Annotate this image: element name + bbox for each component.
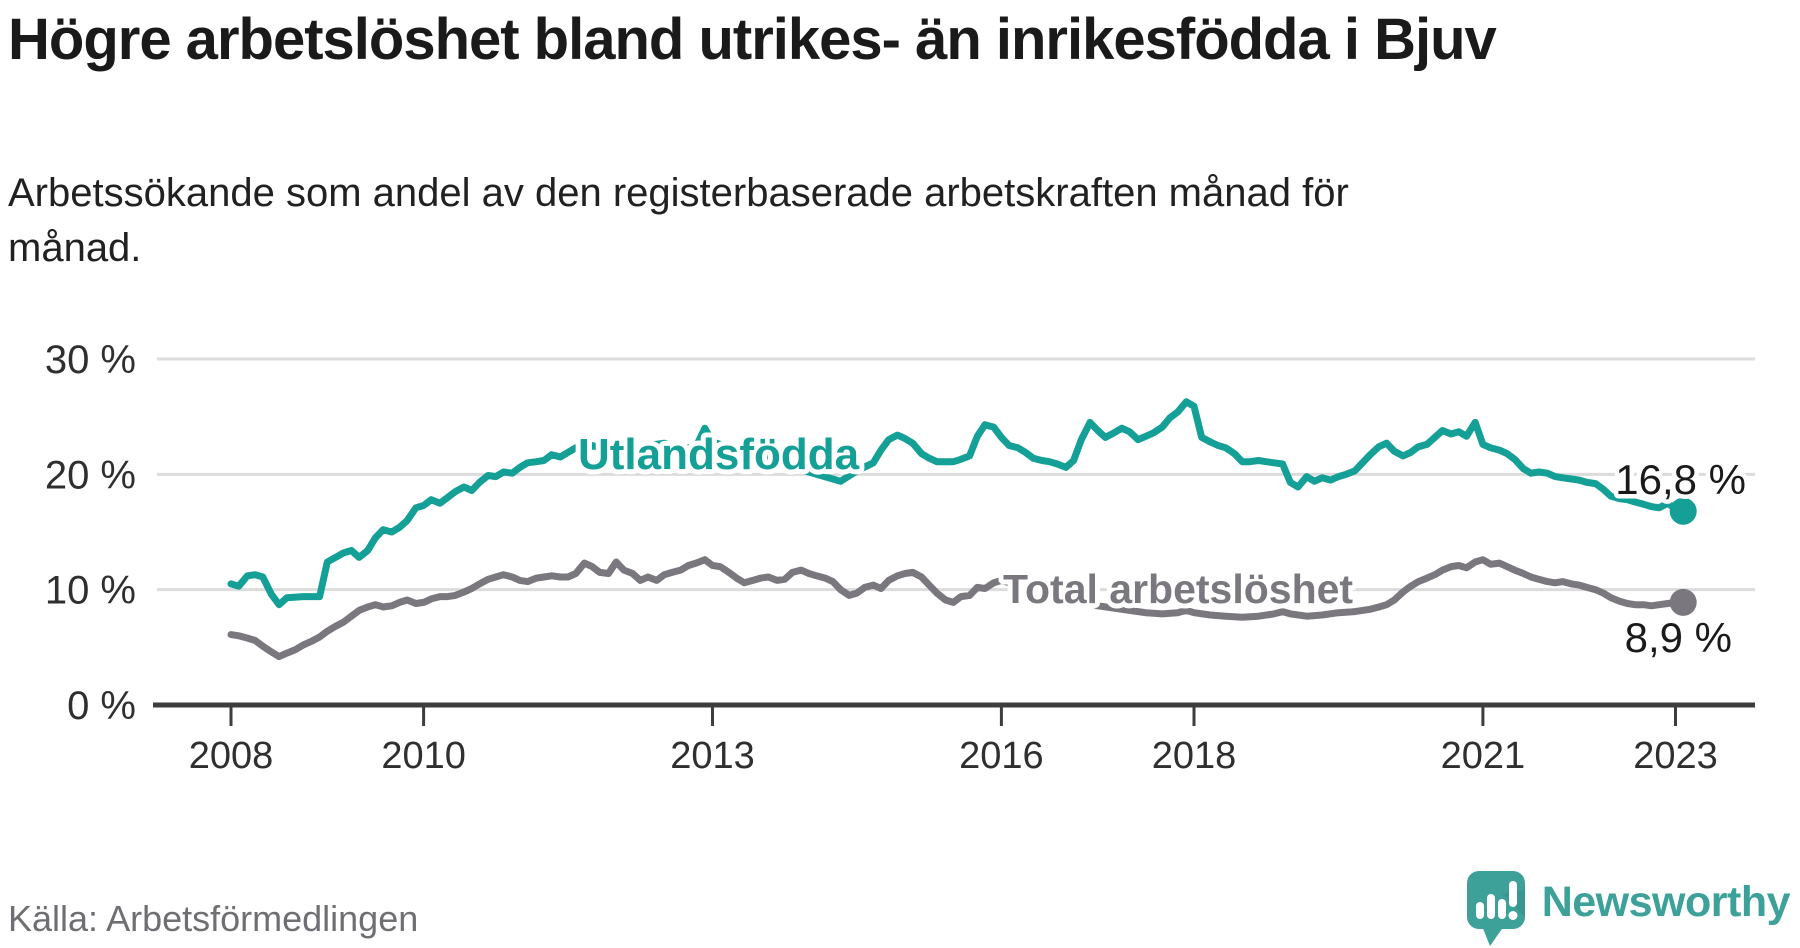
x-axis-tick-label: 2016 [959, 735, 1044, 777]
series-label-total: Total arbetslöshet [1003, 566, 1353, 612]
x-axis-tick-label: 2018 [1152, 735, 1237, 777]
end-value-label-total: 8,9 % [1625, 614, 1732, 661]
x-axis-tick-label: 2021 [1441, 735, 1526, 777]
end-dot-total [1669, 588, 1697, 616]
brand-logo: Newsworthy [1466, 870, 1791, 948]
brand-name: Newsworthy [1541, 877, 1791, 926]
page-subtitle: Arbetssökande som andel av den registerb… [8, 171, 1349, 271]
y-axis-tick-label: 0 % [67, 684, 136, 728]
x-axis-tick-label: 2010 [381, 735, 466, 777]
x-axis-tick-label: 2013 [670, 735, 755, 777]
y-axis-tick-label: 30 % [45, 338, 136, 382]
y-axis-tick-label: 10 % [45, 569, 136, 613]
x-axis-tick-label: 2008 [189, 735, 274, 777]
source-note: Källa: Arbetsförmedlingen [8, 898, 419, 939]
newsworthy-icon [1466, 871, 1525, 946]
x-axis-tick-label: 2023 [1633, 735, 1718, 777]
page-title: Högre arbetslöshet bland utrikes- än inr… [8, 7, 1497, 72]
end-value-label-utlandsfodda: 16,8 % [1615, 456, 1746, 503]
series-label-utlandsfodda: Utlandsfödda [578, 430, 860, 479]
y-axis-tick-label: 20 % [45, 453, 136, 497]
series-line-utlandsfodda [227, 398, 1687, 609]
series-line-total [227, 556, 1687, 661]
end-dot-utlandsfodda [1669, 497, 1697, 525]
